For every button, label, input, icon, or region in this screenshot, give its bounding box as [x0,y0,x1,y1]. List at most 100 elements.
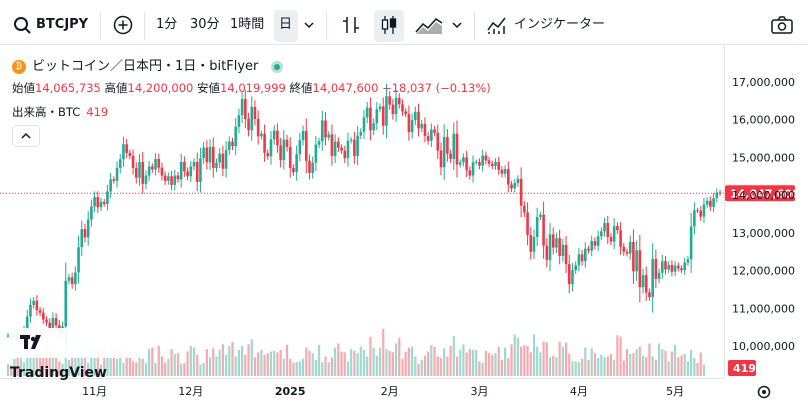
symbol-title[interactable]: ビットコイン／日本円・1日・bitFlyer [32,59,259,74]
volume-bar [465,352,468,376]
candle-body [635,250,638,272]
candle-body [70,277,74,285]
candle-body [356,135,359,156]
volume-bar [38,354,42,376]
compare-add-icon[interactable] [112,14,134,36]
candle-body [439,150,443,168]
volume-bar [314,359,317,376]
candle-body [250,106,254,131]
interval-1m[interactable]: 1分 [156,17,178,32]
interval-1h[interactable]: 1時間 [230,17,265,32]
volume-bar [600,354,603,376]
candle-body [571,270,574,285]
candle-body [179,161,183,180]
volume-bar [433,346,436,376]
volume-bar [613,359,616,376]
volume-bar [135,362,138,376]
volume-bar [641,355,645,376]
volume-bar [241,345,244,376]
candle-body [138,161,141,178]
change-value: −18,037 (−0.13%) [382,81,491,95]
candle-body [535,217,539,238]
indicators-button[interactable]: インジケーター [514,17,606,32]
volume-bar [42,357,45,376]
candle-body [455,133,459,165]
indicators-icon[interactable] [486,14,508,36]
volume-bar [247,344,250,376]
candle-body [388,96,391,105]
candle-body [195,161,199,182]
volume-bar [176,353,180,376]
interval-30m[interactable]: 30分 [190,17,220,32]
volume-bar [343,352,346,376]
candle-body [561,244,565,256]
volume-bar [87,362,90,376]
close-value: 14,047,600 [312,81,379,95]
candle-body [106,191,109,204]
volume-bar [523,345,526,376]
volume-bar [398,337,401,376]
volume-bar [115,358,119,376]
volume-bar [305,347,308,376]
price-tick-label: 14,000,000 [732,189,795,202]
volume-bar [366,356,369,376]
candle-body [702,204,706,217]
volume-bar [436,356,439,376]
volume-bar [677,357,680,376]
candle-body [397,97,401,105]
candle-body [609,237,613,242]
candlestick-icon[interactable] [378,14,400,36]
time-tick-label: 2月 [381,385,399,398]
candle-body [218,153,221,163]
candle-body [494,161,497,167]
volume-bar [35,353,38,376]
candle-body [285,139,289,147]
candle-body [327,134,331,138]
tradingview-watermark[interactable]: TradingView [10,328,146,381]
area-chart-icon[interactable] [414,14,444,36]
candle-body [288,146,292,168]
volume-bar [382,328,385,376]
volume-bar [334,347,337,376]
search-icon[interactable] [12,15,34,37]
volume-bar [513,334,516,376]
candle-body [102,201,106,204]
symbol-search[interactable]: BTCJPY [36,17,89,32]
candle-body [189,166,193,177]
volume-bar [683,354,686,376]
volume-bar [481,362,484,376]
bar-chart-icon[interactable] [340,14,362,36]
volume-bar [318,345,321,376]
volume-bar [170,349,173,376]
candle-body [452,133,456,159]
candle-body [25,316,29,331]
volume-bar [603,357,606,376]
live-dot-icon [270,60,283,73]
candle-body [330,134,334,156]
candle-body [183,161,186,172]
candle-body [401,104,404,112]
camera-icon[interactable] [770,14,794,36]
price-tick-label: 12,000,000 [732,265,795,278]
candle-body [539,214,542,218]
candle-body [603,223,606,232]
bitcoin-icon: ₿ [12,59,26,74]
volume-bar [616,335,619,376]
candle-body [673,265,677,272]
candle-body [74,272,77,285]
collapse-legend-button[interactable] [12,125,40,147]
candle-body [51,318,55,328]
candle-body [362,117,366,132]
candle-body [314,144,318,163]
chevron-down-icon[interactable] [450,14,464,36]
chevron-down-icon[interactable] [302,14,316,36]
interval-1d[interactable]: 日 [279,17,293,32]
volume-bar [520,346,523,376]
volume-bar [330,357,334,376]
candle-body [93,197,96,207]
gear-icon[interactable] [757,385,771,399]
candle-body [205,147,209,163]
candle-body [112,179,116,181]
candle-body [648,292,651,297]
candle-body [83,229,87,238]
